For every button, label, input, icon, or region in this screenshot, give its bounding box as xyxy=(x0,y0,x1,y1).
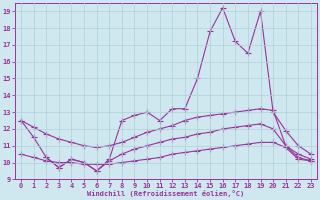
X-axis label: Windchill (Refroidissement éolien,°C): Windchill (Refroidissement éolien,°C) xyxy=(87,190,244,197)
